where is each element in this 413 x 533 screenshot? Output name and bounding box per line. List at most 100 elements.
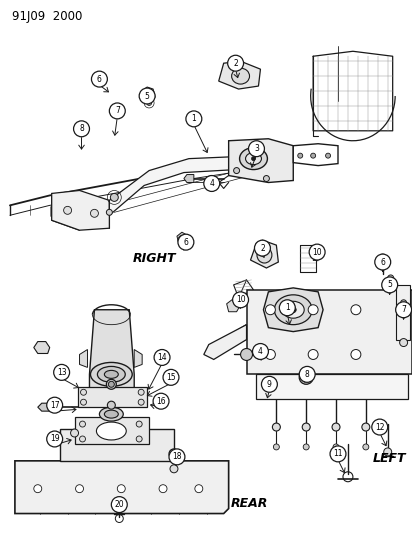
- Circle shape: [395, 302, 411, 318]
- Ellipse shape: [274, 295, 311, 325]
- Text: 13: 13: [57, 368, 66, 377]
- Circle shape: [310, 153, 315, 158]
- Circle shape: [79, 421, 85, 427]
- Circle shape: [138, 399, 144, 405]
- Circle shape: [136, 421, 142, 427]
- Circle shape: [169, 449, 185, 465]
- Polygon shape: [142, 87, 155, 101]
- Polygon shape: [52, 190, 109, 230]
- Ellipse shape: [96, 422, 126, 440]
- Circle shape: [272, 423, 280, 431]
- Text: 5: 5: [144, 92, 149, 101]
- Ellipse shape: [104, 370, 118, 378]
- Text: 5: 5: [386, 280, 391, 289]
- Circle shape: [47, 397, 62, 413]
- Circle shape: [290, 307, 296, 313]
- Polygon shape: [134, 350, 142, 367]
- Text: 8: 8: [79, 124, 84, 133]
- Circle shape: [307, 350, 317, 359]
- Polygon shape: [15, 461, 228, 513]
- Circle shape: [91, 71, 107, 87]
- Polygon shape: [263, 288, 322, 332]
- Circle shape: [252, 344, 268, 359]
- Text: 1: 1: [284, 303, 289, 312]
- Polygon shape: [176, 232, 188, 244]
- Circle shape: [299, 366, 314, 382]
- Circle shape: [47, 431, 62, 447]
- Text: 15: 15: [166, 373, 176, 382]
- Text: 2: 2: [233, 59, 237, 68]
- Text: 6: 6: [183, 238, 188, 247]
- Text: LEFT: LEFT: [372, 453, 405, 465]
- Circle shape: [299, 370, 312, 384]
- Text: 7: 7: [114, 107, 119, 116]
- Polygon shape: [228, 139, 292, 182]
- Text: 6: 6: [380, 257, 384, 266]
- Circle shape: [170, 465, 178, 473]
- Text: 4: 4: [257, 347, 262, 356]
- Text: 9: 9: [266, 380, 271, 389]
- Circle shape: [302, 444, 309, 450]
- Circle shape: [301, 374, 309, 381]
- Polygon shape: [250, 240, 278, 268]
- Text: 1: 1: [191, 115, 196, 123]
- Polygon shape: [292, 144, 337, 166]
- Circle shape: [350, 350, 360, 359]
- Circle shape: [54, 365, 69, 381]
- Circle shape: [361, 423, 369, 431]
- Circle shape: [75, 484, 83, 492]
- Ellipse shape: [99, 407, 123, 421]
- Circle shape: [232, 292, 248, 308]
- Circle shape: [400, 300, 406, 306]
- Ellipse shape: [239, 148, 267, 169]
- Ellipse shape: [231, 68, 249, 84]
- Ellipse shape: [90, 362, 132, 386]
- Circle shape: [138, 389, 144, 395]
- Text: RIGHT: RIGHT: [132, 252, 176, 264]
- Polygon shape: [246, 290, 411, 374]
- Circle shape: [265, 350, 275, 359]
- Polygon shape: [218, 61, 260, 89]
- Polygon shape: [109, 156, 278, 215]
- Circle shape: [309, 244, 324, 260]
- Polygon shape: [183, 174, 193, 182]
- Circle shape: [159, 484, 166, 492]
- Polygon shape: [203, 325, 246, 359]
- Text: 10: 10: [235, 295, 245, 304]
- Circle shape: [70, 429, 78, 437]
- Text: 20: 20: [114, 500, 124, 509]
- Circle shape: [261, 376, 277, 392]
- Circle shape: [74, 121, 89, 137]
- Circle shape: [379, 254, 385, 260]
- Circle shape: [297, 153, 302, 158]
- Circle shape: [169, 449, 178, 459]
- Circle shape: [203, 175, 219, 191]
- Circle shape: [350, 305, 360, 314]
- Circle shape: [185, 111, 201, 127]
- Text: 2: 2: [259, 244, 264, 253]
- Circle shape: [195, 484, 202, 492]
- Text: 18: 18: [172, 453, 181, 462]
- Polygon shape: [59, 429, 173, 461]
- Polygon shape: [79, 350, 87, 367]
- Text: 3: 3: [254, 144, 258, 153]
- Circle shape: [64, 206, 71, 214]
- Circle shape: [371, 419, 387, 435]
- Circle shape: [227, 55, 243, 71]
- Circle shape: [362, 444, 368, 450]
- Text: 16: 16: [156, 397, 166, 406]
- Circle shape: [254, 240, 270, 256]
- Polygon shape: [395, 285, 408, 340]
- Circle shape: [117, 484, 125, 492]
- Circle shape: [154, 350, 170, 366]
- Polygon shape: [226, 298, 240, 312]
- Circle shape: [81, 389, 86, 395]
- Circle shape: [383, 448, 391, 456]
- Polygon shape: [38, 403, 50, 411]
- Polygon shape: [34, 342, 50, 353]
- Text: 8: 8: [304, 370, 309, 379]
- Text: 17: 17: [50, 401, 59, 410]
- Circle shape: [325, 153, 330, 158]
- Circle shape: [233, 167, 239, 174]
- Text: 12: 12: [374, 423, 384, 432]
